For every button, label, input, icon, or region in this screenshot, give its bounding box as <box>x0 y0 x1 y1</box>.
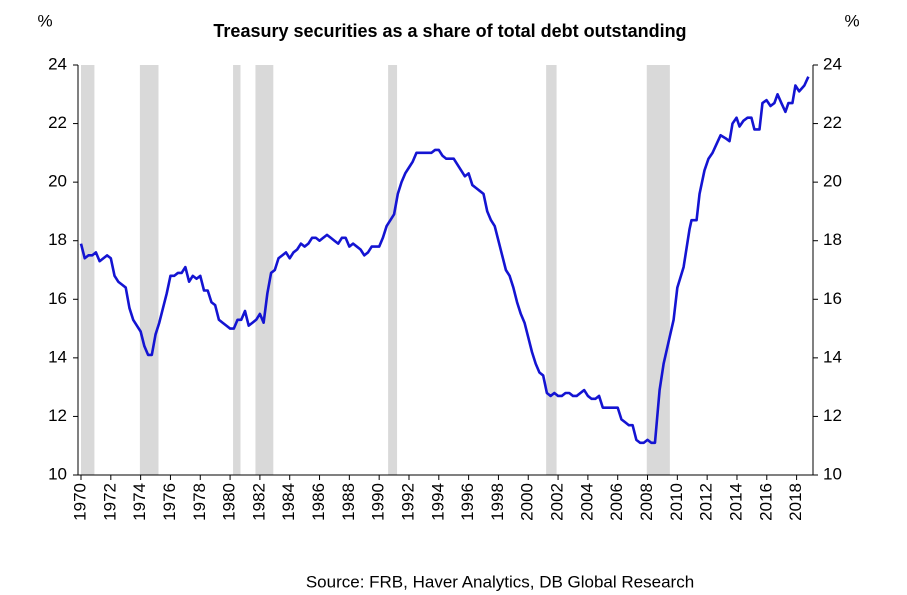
y2-tick-label: 16 <box>823 289 842 308</box>
y2-tick-label: 20 <box>823 172 842 191</box>
x-tick-label: 1982 <box>249 483 268 521</box>
y-tick-label: 22 <box>48 113 67 132</box>
x-tick-label: 1976 <box>160 483 179 521</box>
x-tick-label: 1974 <box>130 483 149 521</box>
recession-band <box>139 65 159 475</box>
x-tick-label: 1986 <box>309 483 328 521</box>
x-tick-label: 1994 <box>428 483 447 521</box>
x-tick-label: 1978 <box>190 483 209 521</box>
x-tick-label: 1980 <box>220 483 239 521</box>
x-tick-label: 2000 <box>518 483 537 521</box>
y2-axis-label: % <box>844 11 859 30</box>
x-tick-label: 1970 <box>70 483 89 521</box>
y2-tick-label: 10 <box>823 464 842 483</box>
data-line <box>79 76 810 445</box>
y2-tick-label: 22 <box>823 113 842 132</box>
x-tick-label: 2004 <box>577 483 596 521</box>
x-tick-label: 1972 <box>100 483 119 521</box>
x-tick-label: 1996 <box>458 483 477 521</box>
x-tick-label: 1998 <box>488 483 507 521</box>
x-tick-label: 1992 <box>398 483 417 521</box>
y-tick-label: 10 <box>48 464 67 483</box>
y2-tick-label: 14 <box>823 347 842 366</box>
y-tick-label: 14 <box>48 347 67 366</box>
x-tick-label: 2016 <box>756 483 775 521</box>
y-axis-label: % <box>37 11 52 30</box>
x-tick-label: 2014 <box>726 483 745 521</box>
source-note: Source: FRB, Haver Analytics, DB Global … <box>306 572 694 591</box>
recession-band <box>233 65 241 475</box>
y-tick-label: 20 <box>48 172 67 191</box>
recession-band <box>646 65 670 475</box>
x-tick-label: 2018 <box>786 483 805 521</box>
recession-band <box>546 65 557 475</box>
x-tick-label: 2002 <box>548 483 567 521</box>
y2-tick-label: 12 <box>823 406 842 425</box>
y2-tick-label: 18 <box>823 230 842 249</box>
x-tick-label: 1984 <box>279 483 298 521</box>
y-tick-label: 12 <box>48 406 67 425</box>
x-tick-label: 2006 <box>607 483 626 521</box>
y-tick-label: 24 <box>48 54 67 73</box>
chart-title: Treasury securities as a share of total … <box>213 21 686 41</box>
recession-band <box>388 65 398 475</box>
recession-band <box>81 65 95 475</box>
y2-tick-label: 24 <box>823 54 842 73</box>
y-tick-label: 16 <box>48 289 67 308</box>
x-tick-label: 1988 <box>339 483 358 521</box>
x-tick-label: 1990 <box>369 483 388 521</box>
recession-band <box>255 65 274 475</box>
y-tick-label: 18 <box>48 230 67 249</box>
x-tick-label: 2010 <box>667 483 686 521</box>
x-tick-label: 2008 <box>637 483 656 521</box>
x-tick-label: 2012 <box>697 483 716 521</box>
